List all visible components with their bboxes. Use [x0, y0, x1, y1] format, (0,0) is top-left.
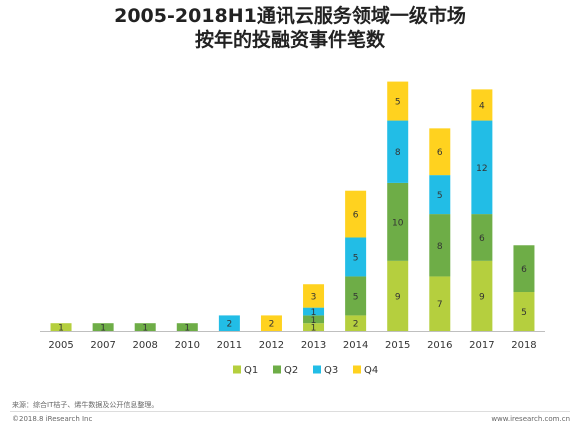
data-label-2014-q4: 6 — [353, 211, 359, 221]
footer-divider — [10, 411, 570, 412]
bar-2016-q3 — [429, 175, 451, 215]
data-label-2018-q1: 5 — [521, 308, 527, 318]
chart-title-line-2: 按年的投融资事件笔数 — [194, 29, 385, 51]
data-label-2017-q2: 6 — [479, 234, 485, 244]
data-label-2015-q1: 9 — [395, 292, 401, 302]
bar-2015-q1 — [387, 260, 409, 331]
legend-swatch-q4 — [353, 365, 361, 374]
data-label-2010-q2: 1 — [184, 324, 190, 334]
data-label-2015-q4: 5 — [395, 98, 401, 108]
x-tick-label-2007: 2007 — [90, 340, 115, 351]
x-tick-label-2017: 2017 — [469, 340, 494, 351]
bar-2007-q2 — [92, 323, 114, 331]
bar-2005-q1 — [50, 323, 72, 331]
bar-2015-q2 — [387, 182, 409, 261]
x-tick-label-2014: 2014 — [343, 340, 368, 351]
x-tick-label-2018: 2018 — [511, 340, 536, 351]
data-label-2015-q2: 10 — [392, 218, 404, 228]
bar-2013-q4 — [303, 284, 325, 308]
bar-2016-q2 — [429, 214, 451, 277]
data-label-2017-q4: 4 — [479, 101, 485, 111]
bar-2016-q1 — [429, 276, 451, 331]
x-tick-label-2008: 2008 — [132, 340, 157, 351]
x-tick-label-2011: 2011 — [217, 340, 242, 351]
copyright: ©2018.8 iResearch Inc — [12, 415, 93, 423]
x-tick-label-2005: 2005 — [48, 340, 73, 351]
website: www.iresearch.com.cn — [491, 415, 570, 423]
x-tick-label-2013: 2013 — [301, 340, 326, 351]
data-label-2008-q2: 1 — [142, 324, 148, 334]
data-label-2014-q2: 5 — [353, 292, 359, 302]
bar-2014-q3 — [345, 237, 367, 277]
x-tick-label-2015: 2015 — [385, 340, 410, 351]
bar-2008-q2 — [134, 323, 156, 331]
bar-2017-q1 — [471, 260, 493, 331]
legend-label-q1: Q1 — [244, 365, 258, 376]
data-label-2005-q1: 1 — [58, 324, 64, 334]
data-label-2013-q1: 1 — [311, 324, 317, 334]
bar-2010-q2 — [176, 323, 198, 331]
bar-2014-q2 — [345, 276, 367, 316]
data-label-2018-q2: 6 — [521, 265, 527, 275]
legend-swatch-q1 — [233, 365, 241, 374]
bar-2016-q4 — [429, 128, 451, 176]
bar-2015-q3 — [387, 120, 409, 183]
x-tick-label-2016: 2016 — [427, 340, 452, 351]
chart-title-line-1: 2005-2018H1通讯云服务领域一级市场 — [114, 5, 466, 27]
source-note: 来源：综合IT桔子、烯牛数据及公开信息整理。 — [12, 401, 159, 409]
data-label-2013-q4: 3 — [311, 292, 317, 302]
data-label-2017-q1: 9 — [479, 292, 485, 302]
legend-swatch-q3 — [313, 365, 321, 374]
bar-2014-q1 — [345, 315, 367, 331]
data-label-2016-q3: 5 — [437, 191, 443, 201]
data-label-2016-q1: 7 — [437, 300, 443, 310]
bar-2015-q4 — [387, 81, 409, 121]
bar-2017-q4 — [471, 89, 493, 121]
bar-2014-q4 — [345, 190, 367, 238]
bar-2013-q2 — [303, 315, 325, 324]
legend-label-q4: Q4 — [364, 365, 378, 376]
legend-label-q2: Q2 — [284, 365, 298, 376]
x-tick-label-2012: 2012 — [259, 340, 284, 351]
bar-2017-q2 — [471, 214, 493, 261]
data-label-2014-q1: 2 — [353, 320, 359, 330]
data-label-2011-q3: 2 — [227, 320, 233, 330]
bar-2012-q4 — [260, 315, 282, 331]
bar-2017-q3 — [471, 120, 493, 215]
data-label-2015-q3: 8 — [395, 148, 401, 158]
data-label-2016-q4: 6 — [437, 148, 443, 158]
legend-swatch-q2 — [273, 365, 281, 374]
data-label-2016-q2: 8 — [437, 242, 443, 252]
data-label-2013-q2: 1 — [311, 316, 317, 326]
data-label-2012-q4: 2 — [269, 320, 275, 330]
bar-2013-q3 — [303, 307, 325, 316]
x-tick-label-2010: 2010 — [175, 340, 200, 351]
data-label-2014-q3: 5 — [353, 253, 359, 263]
bar-2018-q2 — [513, 245, 535, 293]
data-label-2007-q2: 1 — [100, 324, 106, 334]
bar-2018-q1 — [513, 292, 535, 331]
bar-2011-q3 — [218, 315, 240, 331]
legend-label-q3: Q3 — [324, 365, 338, 376]
bar-2013-q1 — [303, 323, 325, 331]
data-label-2017-q3: 12 — [476, 164, 487, 174]
data-label-2013-q3: 1 — [311, 308, 317, 318]
